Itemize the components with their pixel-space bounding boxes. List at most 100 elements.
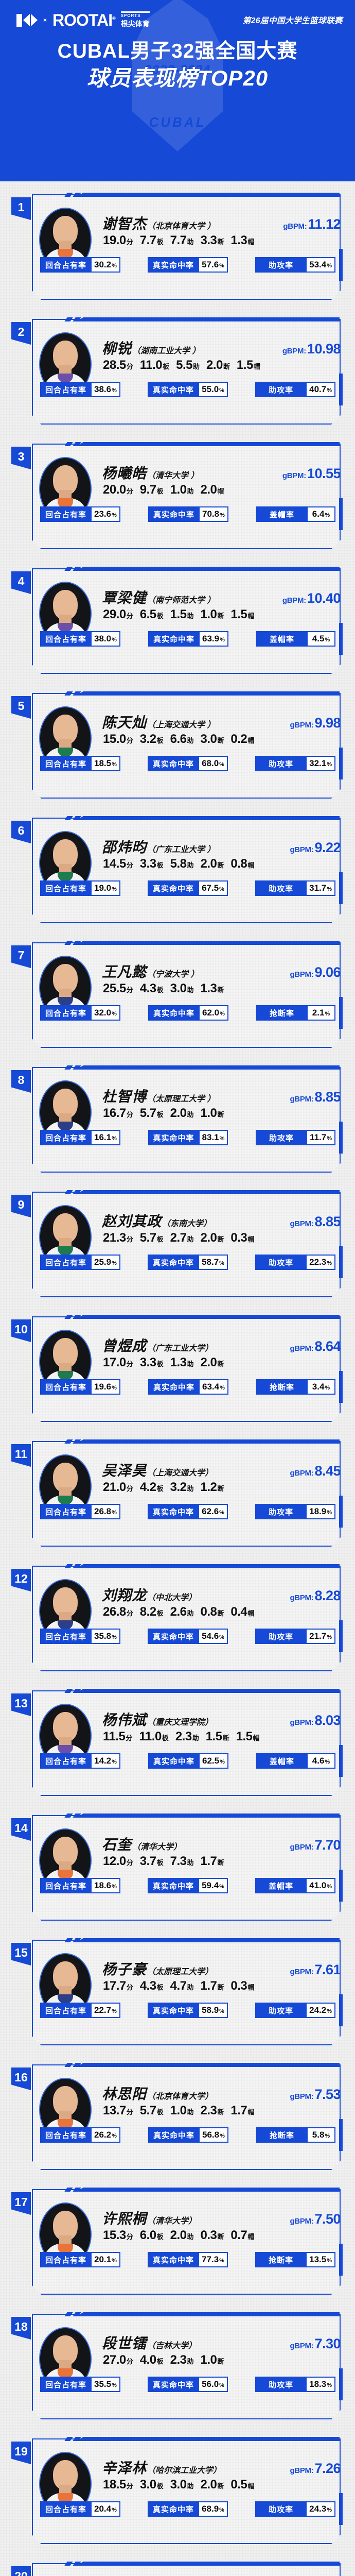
gbpm-group: gBPM: 10.55 — [278, 466, 341, 482]
stat-item: 1.5帽 — [237, 358, 260, 372]
stat-value: 4.2 — [139, 1480, 156, 1494]
player-card[interactable]: 12 刘翔龙 （中北大学） gBPM: 8.28 26.8分 8.2板 2.6助 0.8断 0.4… — [0, 1560, 355, 1684]
player-school: （清华大学 ） — [147, 471, 199, 480]
rate-badge-value: 62.0% — [200, 1005, 228, 1021]
player-card[interactable]: 3 杨曦皓 （清华大学 ） gBPM: 10.55 20.0分 9.7板 1.0助 2.0帽 回合… — [0, 437, 355, 562]
rate-badge-value: 68.9% — [199, 2501, 228, 2517]
percent-icon: % — [220, 512, 225, 518]
rate-badge: 真实命中率 57.6% — [148, 257, 228, 273]
rate-number: 11.7 — [310, 1132, 327, 1142]
gbpm-value: 10.55 — [307, 466, 341, 481]
player-card[interactable]: 13 杨伟斌 （重庆文理学院） gBPM: 8.03 11.5分 11.0板 2.3助 1.5断… — [0, 1684, 355, 1809]
player-card[interactable]: 2 柳锐 （湖南工业大学 ） gBPM: 10.98 28.5分 11.0板 5.5助 2.0断… — [0, 313, 355, 437]
rate-badge-label: 回合占有率 — [40, 1379, 92, 1395]
player-name: 杨曦皓 — [102, 465, 147, 481]
rate-number: 20.1 — [94, 2255, 112, 2264]
player-card[interactable]: 1 谢智杰 （北京体育大学 ） gBPM: 11.12 19.0分 7.7板 7.7助 3.3断… — [0, 188, 355, 313]
stat-unit: 板 — [156, 1859, 164, 1867]
rate-number: 62.5 — [202, 1756, 220, 1766]
stat-unit: 板 — [156, 2358, 164, 2365]
rate-number: 40.7 — [309, 384, 327, 394]
player-card[interactable]: 7 王凡懿 （宁波大学 ） gBPM: 9.06 25.5分 4.3板 3.0助 1.3断 回合占… — [0, 936, 355, 1061]
player-school: （广东工业大学 ） — [147, 845, 216, 854]
stat-value: 18.5 — [103, 2478, 126, 2492]
player-card[interactable]: 8 杜智博 （太原理工大学 ） gBPM: 8.85 16.7分 5.7板 2.0助 1.0断回… — [0, 1061, 355, 1185]
rate-badge-label: 真实命中率 — [148, 1878, 200, 1893]
player-card[interactable]: 5 陈天灿 （上海交通大学 ） gBPM: 9.98 15.0分 3.2板 6.6助 3.0断 0… — [0, 687, 355, 811]
rate-badge-value: 19.0% — [92, 880, 120, 896]
player-stat-line: 25.5分 4.3板 3.0助 1.3断 — [103, 981, 224, 996]
rate-badge-value: 24.3% — [307, 2501, 335, 2517]
rate-badge-value: 77.3% — [199, 2252, 228, 2267]
gbpm-label: gBPM: — [290, 1968, 314, 1976]
rate-badge-label: 真实命中率 — [148, 1753, 200, 1769]
player-card[interactable]: 20曹芷豪（太原理工大学）gBPM:7.1716.3分4.0板7.3助2.3断1… — [0, 2557, 355, 2576]
player-card[interactable]: 4 覃梁健 （南宁师范大学 ） gBPM: 10.40 29.0分 6.5板 1.5助 1.0断… — [0, 562, 355, 687]
rate-number: 24.2 — [309, 2005, 327, 2015]
player-card[interactable]: 15 杨子豪 （太原理工大学） gBPM: 7.61 17.7分 4.3板 4.7助 1.7断 0… — [0, 1934, 355, 2058]
percent-icon: % — [219, 2507, 224, 2513]
card-top-accent-bar — [76, 691, 340, 696]
rate-badge-label: 回合占有率 — [40, 2377, 92, 2392]
stat-value: 17.0 — [103, 1355, 126, 1369]
player-school: （湖南工业大学 ） — [132, 347, 201, 355]
emblem-word-text: CUBAL — [149, 114, 206, 130]
player-card[interactable]: 9 赵刘其政 （东南大学） gBPM: 8.85 21.3分 5.7板 2.7助 2.0断 0.3… — [0, 1185, 355, 1310]
card-right-accent-bar — [339, 1870, 343, 1902]
stat-item: 4.3板 — [140, 981, 164, 996]
stat-item: 1.7帽 — [230, 2104, 254, 2118]
rate-badge: 真实命中率 68.0% — [148, 756, 228, 771]
stat-unit: 助 — [187, 487, 194, 495]
player-school: （清华大学） — [132, 1843, 182, 1852]
rate-number: 20.4 — [94, 2504, 112, 2514]
percent-icon: % — [112, 1634, 117, 1640]
rate-badge: 回合占有率 26.8% — [40, 1504, 120, 1519]
stat-unit: 断 — [217, 2482, 224, 2490]
gbpm-group: gBPM: 8.03 — [286, 1713, 341, 1728]
stat-item: 2.0断 — [206, 358, 230, 372]
player-card[interactable]: 10 曾煜成 （广东工业大学） gBPM: 8.64 17.0分 3.3板 1.3助 2.0断回… — [0, 1310, 355, 1435]
rate-badge-label: 真实命中率 — [148, 506, 200, 522]
rate-number: 57.6 — [202, 260, 219, 269]
rate-number: 63.9 — [202, 634, 220, 643]
rate-badge-value: 20.4% — [92, 2501, 120, 2517]
rate-badge: 回合占有率 38.0% — [40, 631, 120, 647]
rate-badge: 盖帽率 4.6% — [256, 1753, 335, 1769]
rate-badge-value: 54.6% — [199, 1629, 228, 1644]
stat-value: 11.0 — [139, 358, 163, 372]
brand-wordmark: ROOTAI® — [52, 12, 116, 28]
player-card[interactable]: 11 吴泽昊 （上海交通大学） gBPM: 8.45 21.0分 4.2板 3.2助 1.2断回… — [0, 1435, 355, 1560]
card-top-accent-bar — [76, 442, 340, 446]
rate-badge: 真实命中率 83.1% — [148, 1130, 228, 1145]
rate-number: 13.5 — [309, 2255, 327, 2264]
player-name: 许熙桐 — [102, 2211, 147, 2227]
player-card[interactable]: 19 辛泽林 （哈尔滨工业大学） gBPM: 7.26 18.5分 3.0板 3.0助 2.0断… — [0, 2432, 355, 2557]
player-card[interactable]: 6 邵炜昀 （广东工业大学 ） gBPM: 9.22 14.5分 3.3板 5.8助 2.0断 0… — [0, 811, 355, 936]
cubal-emblem-watermark: 2023-2024 CUBAL — [113, 0, 242, 167]
gbpm-value: 7.50 — [314, 2211, 341, 2227]
percent-icon: % — [219, 2008, 224, 2014]
player-card[interactable]: 16 林思阳 （北京体育大学） gBPM: 7.53 13.7分 5.7板 1.0助 2.3断 1… — [0, 2058, 355, 2183]
gbpm-label: gBPM: — [282, 471, 306, 480]
rate-badge-value: 40.7% — [307, 382, 335, 397]
player-stat-line: 14.5分 3.3板 5.8助 2.0断 0.8帽 — [103, 857, 254, 871]
stat-unit: 分 — [126, 986, 133, 994]
player-card[interactable]: 14 石奎 （清华大学） gBPM: 7.70 12.0分 3.7板 7.3助 1.7断 回合占有… — [0, 1809, 355, 1934]
header-banner: 2023-2024 CUBAL × ROOTAI® SPORTS 根尖体育 第2… — [0, 0, 355, 181]
player-card[interactable]: 18 段世镭 （吉林大学） gBPM: 7.30 27.0分 4.0板 2.3助 1.0断 回合占… — [0, 2308, 355, 2432]
rate-badge-label: 回合占有率 — [40, 1255, 92, 1270]
card-right-accent-bar — [339, 2244, 343, 2276]
rate-badge: 助攻率 21.7% — [255, 1629, 335, 1644]
rate-badge: 真实命中率 58.7% — [148, 1255, 228, 1270]
stat-unit: 断 — [217, 1235, 224, 1243]
player-card[interactable]: 17 许熙桐 （清华大学） gBPM: 7.50 15.3分 6.0板 2.0助 0.3断 0.7… — [0, 2183, 355, 2308]
rate-badge-label: 回合占有率 — [40, 2252, 92, 2267]
rate-badge: 回合占有率 25.9% — [40, 1255, 120, 1270]
player-rate-badges: 回合占有率 26.8% 真实命中率 62.6% 助攻率 18.9% — [40, 1504, 335, 1519]
stat-unit: 板 — [156, 1984, 164, 1991]
rate-number: 38.6 — [94, 384, 112, 394]
stat-unit: 断 — [217, 1485, 224, 1493]
stat-value: 5.7 — [139, 1231, 156, 1245]
stat-unit: 助 — [187, 1360, 194, 1368]
